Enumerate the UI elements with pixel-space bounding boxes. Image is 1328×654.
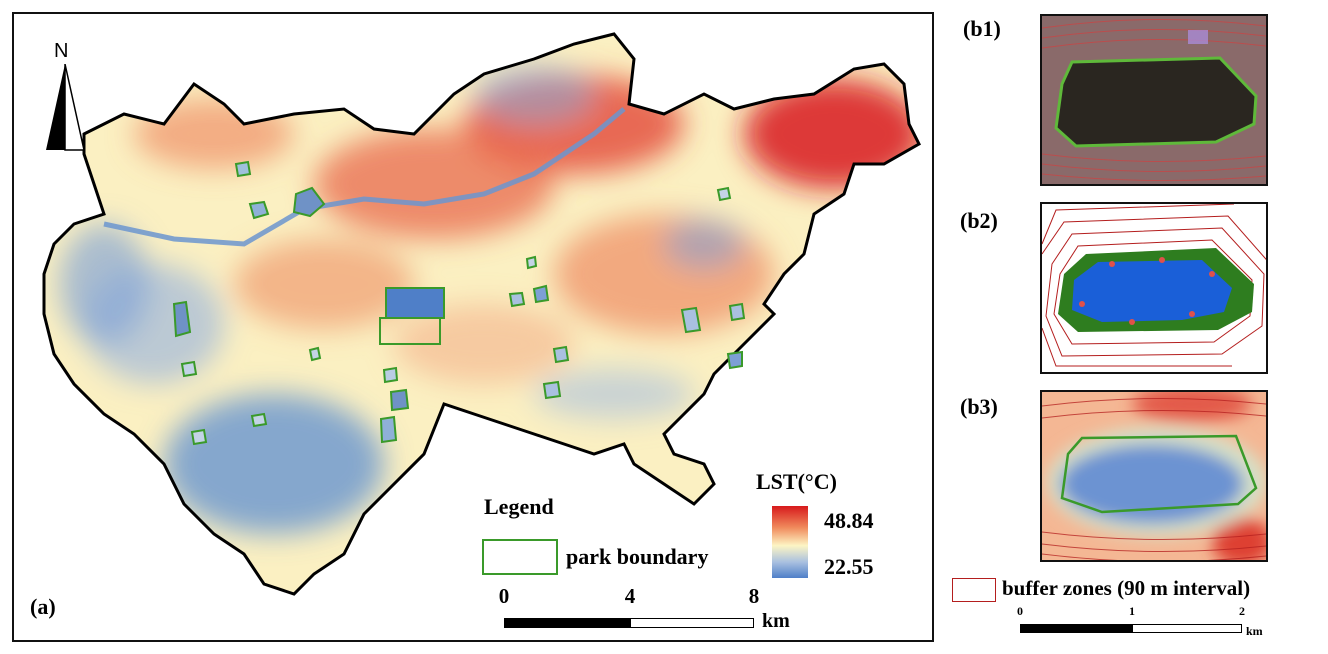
lst-title: LST(°C) <box>756 469 837 494</box>
scale-bar-inset: 0 1 2 km <box>1017 604 1280 644</box>
north-arrow-icon <box>46 64 85 151</box>
inset-b1-satellite <box>1040 14 1268 186</box>
satellite-image <box>1042 16 1266 184</box>
scale-bar-white <box>630 618 754 628</box>
inset-scale-black <box>1020 624 1132 633</box>
panel-label-b1: (b1) <box>963 16 1001 41</box>
scale-tick-0: 0 <box>498 584 510 608</box>
north-arrow: N <box>42 40 88 151</box>
scale-bar-black <box>504 618 630 628</box>
park-boundaries <box>172 160 746 446</box>
lst-min: 22.55 <box>824 554 874 579</box>
scale-unit: km <box>762 610 790 632</box>
park-boundary-label: park boundary <box>566 544 709 569</box>
panel-label-b2: (b2) <box>960 208 998 233</box>
scale-tick-4: 4 <box>624 584 636 608</box>
lst-max: 48.84 <box>824 508 874 533</box>
legend-title: Legend <box>484 494 554 519</box>
inset-scale-tick-2: 2 <box>1239 604 1245 618</box>
inset-b3-lst <box>1040 390 1268 562</box>
inset-b2-landcover <box>1040 202 1268 374</box>
panel-label-b3: (b3) <box>960 394 998 419</box>
scale-bar-main: 0 4 8 km <box>499 584 804 636</box>
landcover-buffers <box>1042 204 1266 367</box>
lst-color-ramp <box>772 506 808 578</box>
buffer-zone-swatch <box>952 578 996 602</box>
main-map-panel: N (a) Legend park boundary LST(°C) 48.84… <box>12 12 934 642</box>
scale-tick-8: 8 <box>748 584 760 608</box>
inset-scale-tick-1: 1 <box>1129 604 1135 618</box>
inset-scale-white <box>1132 624 1242 633</box>
inset-scale-tick-0: 0 <box>1017 604 1023 618</box>
river <box>103 107 626 247</box>
buffer-zone-label: buffer zones (90 m interval) <box>1002 576 1251 600</box>
city-boundary <box>42 32 921 596</box>
north-label: N <box>54 40 69 62</box>
inset-scale-unit: km <box>1246 624 1263 638</box>
lst-buffers <box>1042 392 1266 560</box>
panel-label-a: (a) <box>30 594 56 619</box>
park-boundary-swatch <box>482 539 558 575</box>
lst-map <box>42 32 921 596</box>
